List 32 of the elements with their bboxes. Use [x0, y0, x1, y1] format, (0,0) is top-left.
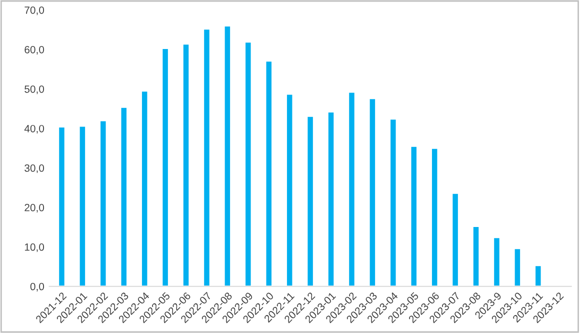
- bar: [472, 226, 480, 286]
- bar: [58, 126, 66, 286]
- bar: [534, 264, 542, 286]
- bar: [161, 48, 170, 286]
- bar: [182, 43, 190, 286]
- bar: [202, 28, 211, 286]
- bar: [306, 116, 314, 286]
- bar: [451, 192, 460, 286]
- y-tick-label: 30,0: [24, 164, 44, 174]
- bar: [492, 236, 501, 286]
- y-tick-label: 70,0: [24, 6, 44, 16]
- bar: [244, 41, 252, 286]
- y-tick-label: 0,0: [30, 282, 44, 292]
- bar: [223, 25, 232, 286]
- bar: [410, 146, 418, 286]
- bar: [286, 93, 294, 286]
- y-tick-label: 40,0: [24, 124, 44, 134]
- y-tick-label: 20,0: [24, 204, 44, 213]
- bar: [389, 118, 398, 286]
- y-tick-label: 60,0: [24, 46, 44, 55]
- bar: [140, 90, 149, 286]
- bar: [348, 91, 356, 286]
- y-tick-label: 50,0: [24, 85, 44, 94]
- y-tick-label: 10,0: [24, 243, 44, 252]
- bar: [78, 125, 86, 286]
- bar: [513, 248, 522, 286]
- bar: [264, 60, 273, 286]
- bar: [327, 111, 336, 286]
- bar: [120, 106, 128, 286]
- bar: [368, 98, 376, 286]
- bar: [430, 147, 439, 286]
- bar: [99, 120, 108, 286]
